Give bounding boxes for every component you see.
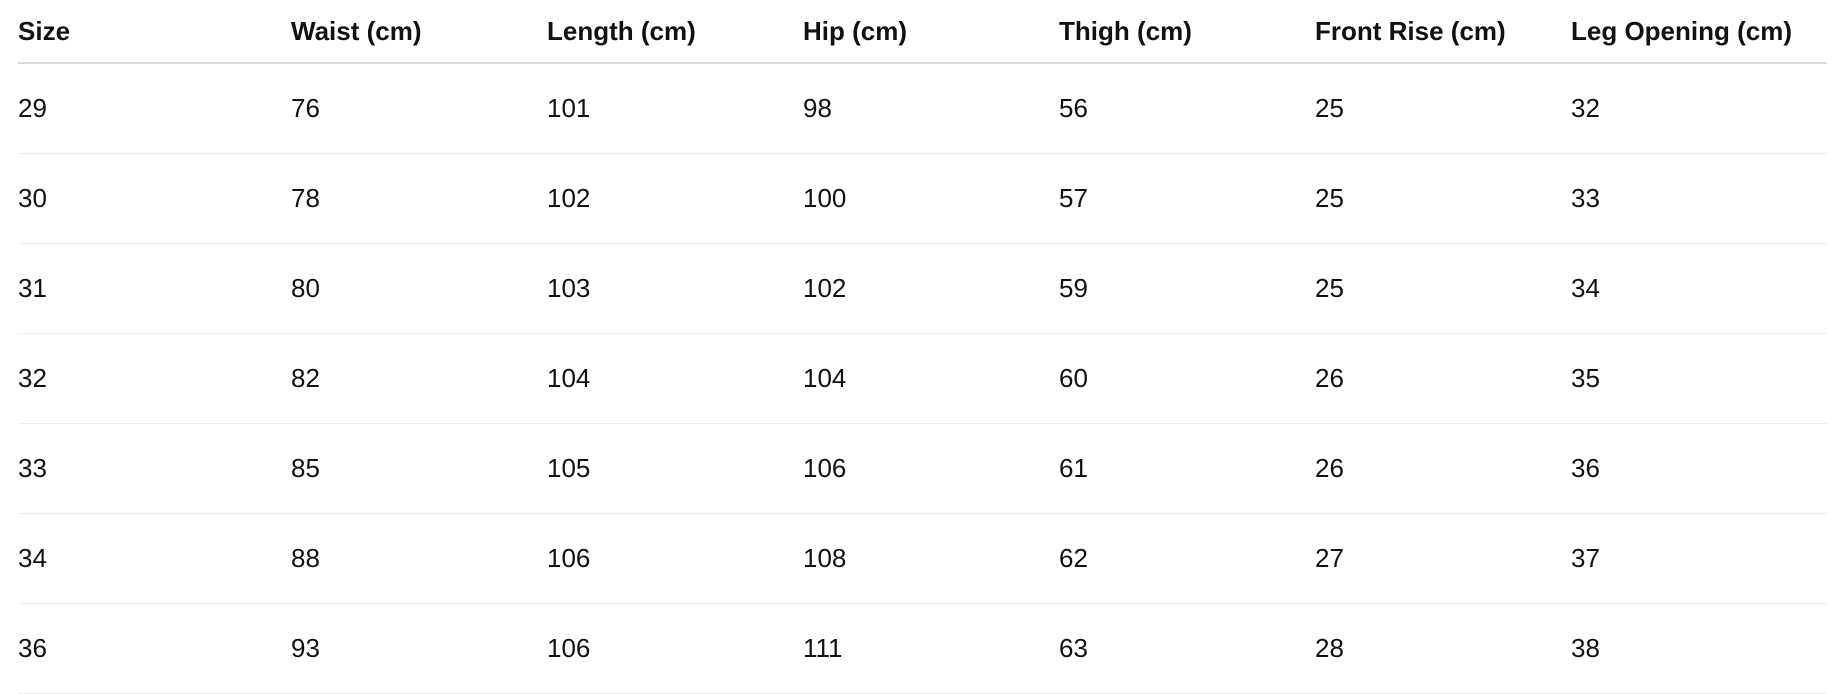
table-cell: 29 bbox=[18, 63, 291, 154]
table-cell: 59 bbox=[1059, 243, 1315, 334]
table-cell: 103 bbox=[547, 243, 803, 334]
table-cell: 101 bbox=[547, 63, 803, 154]
column-header: Thigh (cm) bbox=[1059, 0, 1315, 64]
table-cell: 27 bbox=[1315, 513, 1571, 604]
table-cell: 104 bbox=[803, 333, 1059, 424]
table-cell: 26 bbox=[1315, 423, 1571, 514]
column-header: Waist (cm) bbox=[291, 0, 547, 64]
table-cell: 37 bbox=[1571, 513, 1827, 604]
table-cell: 36 bbox=[1571, 423, 1827, 514]
table-cell: 31 bbox=[18, 243, 291, 334]
table-cell: 100 bbox=[803, 153, 1059, 244]
table-row: 32 82 104 104 60 26 35 bbox=[18, 333, 1827, 424]
table-cell: 93 bbox=[291, 603, 547, 694]
table-cell: 104 bbox=[547, 333, 803, 424]
table-cell: 80 bbox=[291, 243, 547, 334]
table-row: 34 88 106 108 62 27 37 bbox=[18, 513, 1827, 604]
table-cell: 111 bbox=[803, 603, 1059, 694]
table-row: 31 80 103 102 59 25 34 bbox=[18, 243, 1827, 334]
table-cell: 38 bbox=[1571, 603, 1827, 694]
table-cell: 63 bbox=[1059, 603, 1315, 694]
table-row: 30 78 102 100 57 25 33 bbox=[18, 153, 1827, 244]
table-cell: 34 bbox=[1571, 243, 1827, 334]
column-header: Leg Opening (cm) bbox=[1571, 0, 1827, 64]
table-cell: 35 bbox=[1571, 333, 1827, 424]
table-cell: 57 bbox=[1059, 153, 1315, 244]
table-cell: 61 bbox=[1059, 423, 1315, 514]
table-cell: 88 bbox=[291, 513, 547, 604]
table-cell: 98 bbox=[803, 63, 1059, 154]
table-cell: 25 bbox=[1315, 63, 1571, 154]
table-cell: 32 bbox=[18, 333, 291, 424]
table-cell: 82 bbox=[291, 333, 547, 424]
table-cell: 102 bbox=[547, 153, 803, 244]
column-header: Length (cm) bbox=[547, 0, 803, 64]
table-cell: 78 bbox=[291, 153, 547, 244]
size-chart-table: Size Waist (cm) Length (cm) Hip (cm) Thigh (… bbox=[18, 0, 1827, 694]
column-header: Hip (cm) bbox=[803, 0, 1059, 64]
table-cell: 33 bbox=[1571, 153, 1827, 244]
table-row: 29 76 101 98 56 25 32 bbox=[18, 63, 1827, 154]
table-cell: 25 bbox=[1315, 153, 1571, 244]
table-cell: 106 bbox=[547, 513, 803, 604]
table-cell: 33 bbox=[18, 423, 291, 514]
table-cell: 30 bbox=[18, 153, 291, 244]
table-cell: 28 bbox=[1315, 603, 1571, 694]
table-cell: 108 bbox=[803, 513, 1059, 604]
table-cell: 105 bbox=[547, 423, 803, 514]
table-cell: 60 bbox=[1059, 333, 1315, 424]
table-row: 36 93 106 111 63 28 38 bbox=[18, 603, 1827, 694]
table-cell: 32 bbox=[1571, 63, 1827, 154]
table-cell: 26 bbox=[1315, 333, 1571, 424]
table-cell: 106 bbox=[803, 423, 1059, 514]
column-header: Front Rise (cm) bbox=[1315, 0, 1571, 64]
table-cell: 85 bbox=[291, 423, 547, 514]
table-cell: 102 bbox=[803, 243, 1059, 334]
table-cell: 36 bbox=[18, 603, 291, 694]
table-cell: 34 bbox=[18, 513, 291, 604]
column-header: Size bbox=[18, 0, 291, 64]
table-cell: 106 bbox=[547, 603, 803, 694]
table-cell: 76 bbox=[291, 63, 547, 154]
table-cell: 56 bbox=[1059, 63, 1315, 154]
table-cell: 25 bbox=[1315, 243, 1571, 334]
table-row: 33 85 105 106 61 26 36 bbox=[18, 423, 1827, 514]
table-cell: 62 bbox=[1059, 513, 1315, 604]
header-row: Size Waist (cm) Length (cm) Hip (cm) Thigh (… bbox=[18, 0, 1827, 64]
